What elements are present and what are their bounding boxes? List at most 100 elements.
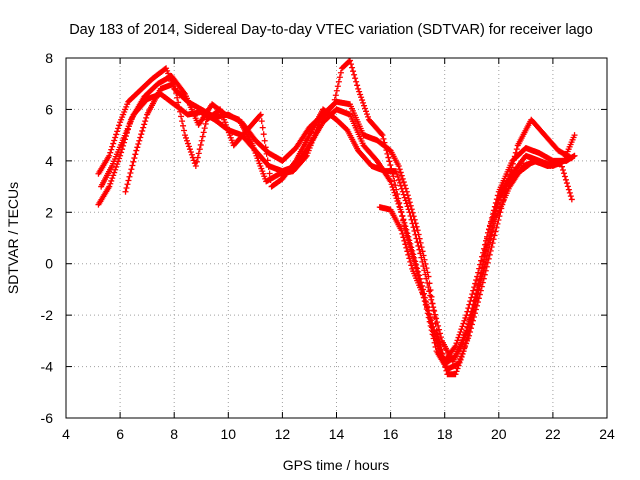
- data-point-marker: [141, 121, 148, 128]
- data-point-marker: [405, 236, 412, 243]
- data-point-marker: [412, 264, 419, 271]
- data-point-marker: [357, 91, 364, 98]
- data-point-marker: [511, 153, 518, 160]
- data-point-marker: [492, 207, 499, 214]
- data-point-marker: [425, 284, 432, 291]
- data-point-marker: [131, 155, 138, 162]
- data-point-marker: [387, 162, 394, 169]
- data-point-marker: [480, 253, 487, 259]
- data-point-marker: [400, 234, 407, 241]
- data-point-marker: [408, 262, 415, 269]
- data-point-marker: [459, 351, 466, 358]
- data-point-marker: [425, 307, 432, 314]
- data-point-marker: [483, 235, 490, 242]
- data-point-marker: [397, 182, 404, 189]
- data-point-marker: [143, 114, 150, 121]
- data-point-marker: [438, 350, 445, 357]
- data-point-marker: [364, 113, 371, 120]
- data-point-marker: [363, 111, 370, 118]
- data-point-marker: [558, 163, 565, 170]
- data-point-marker: [122, 136, 129, 143]
- data-point-marker: [398, 227, 405, 234]
- data-point-marker: [488, 220, 495, 227]
- x-axis-label: GPS time / hours: [283, 457, 390, 473]
- data-point-marker: [405, 206, 412, 213]
- data-point-marker: [399, 188, 406, 195]
- data-point-marker: [455, 362, 462, 369]
- data-point-marker: [452, 371, 459, 378]
- data-point-marker: [142, 118, 149, 125]
- data-point-marker: [423, 301, 430, 308]
- data-point-marker: [179, 118, 186, 125]
- data-point-marker: [414, 271, 421, 278]
- data-point-marker: [460, 348, 467, 355]
- data-point-marker: [396, 179, 403, 186]
- data-point-marker: [107, 180, 114, 187]
- data-point-marker: [403, 244, 410, 251]
- data-point-marker: [568, 196, 575, 203]
- data-point-marker: [476, 276, 483, 283]
- x-tick-label: 10: [221, 426, 237, 442]
- chart-title: Day 183 of 2014, Sidereal Day-to-day VTE…: [69, 22, 593, 38]
- data-point-marker: [404, 203, 411, 210]
- data-point-marker: [135, 141, 142, 148]
- data-point-marker: [264, 157, 271, 164]
- data-point-marker: [108, 177, 115, 184]
- data-point-marker: [438, 334, 445, 341]
- data-point-marker: [258, 118, 265, 125]
- data-point-marker: [398, 185, 405, 192]
- series-track-2: [98, 91, 573, 367]
- data-point-marker: [435, 322, 442, 329]
- data-point-marker: [457, 356, 464, 363]
- data-point-marker: [363, 108, 370, 115]
- data-point-marker: [422, 298, 429, 304]
- data-point-marker: [183, 137, 190, 144]
- data-point-marker: [414, 239, 421, 246]
- y-tick-label: -6: [41, 410, 54, 426]
- data-point-marker: [382, 143, 389, 150]
- data-point-marker: [426, 288, 433, 295]
- data-point-marker: [359, 97, 366, 104]
- data-point-marker: [115, 125, 122, 132]
- data-point-marker: [200, 129, 207, 136]
- data-point-marker: [350, 68, 357, 75]
- x-tick-label: 8: [170, 426, 178, 442]
- data-point-marker: [486, 243, 493, 250]
- data-point-marker: [393, 171, 400, 178]
- data-point-marker: [113, 131, 120, 138]
- data-point-marker: [185, 143, 192, 150]
- data-point-marker: [397, 204, 404, 211]
- data-point-marker: [399, 230, 406, 237]
- data-point-marker: [110, 172, 117, 179]
- data-point-marker: [330, 101, 337, 108]
- data-point-marker: [113, 163, 120, 170]
- x-tick-label: 14: [329, 426, 345, 442]
- data-point-marker: [412, 231, 419, 238]
- data-point-marker: [114, 161, 121, 168]
- data-point-marker: [430, 323, 437, 330]
- data-point-marker: [261, 137, 268, 144]
- data-point-marker: [406, 209, 413, 216]
- data-point-marker: [138, 131, 145, 138]
- data-point-marker: [487, 223, 494, 230]
- data-point-marker: [396, 166, 403, 173]
- data-point-marker: [334, 83, 341, 90]
- data-point-marker: [124, 181, 131, 188]
- data-point-marker: [513, 146, 520, 153]
- data-point-marker: [432, 343, 439, 350]
- data-point-marker: [109, 143, 116, 150]
- data-point-marker: [186, 146, 193, 153]
- data-point-marker: [360, 99, 367, 106]
- data-point-marker: [266, 170, 273, 177]
- data-point-marker: [401, 222, 408, 229]
- data-point-marker: [119, 146, 126, 153]
- data-points: [95, 57, 578, 378]
- x-tick-label: 4: [62, 426, 70, 442]
- data-point-marker: [437, 346, 444, 353]
- data-point-marker: [197, 141, 204, 148]
- data-point-marker: [434, 319, 441, 326]
- data-point-marker: [435, 339, 442, 346]
- x-tick-label: 12: [275, 426, 291, 442]
- data-point-marker: [399, 213, 406, 220]
